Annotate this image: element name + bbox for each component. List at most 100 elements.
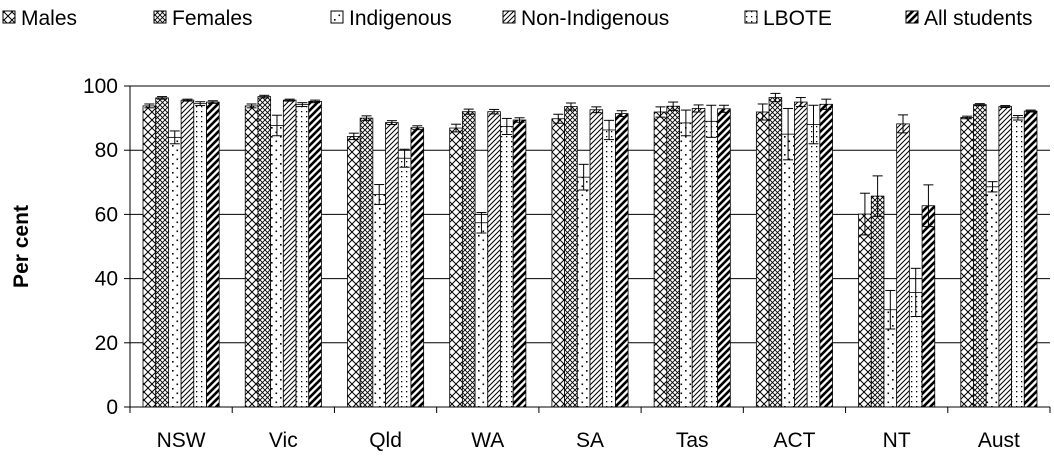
error-bar-females-act: [770, 92, 781, 103]
error-bar-females-tas: [668, 101, 679, 111]
bar-females-nsw: [155, 97, 169, 408]
bar-males-sa: [551, 118, 566, 408]
error-bar-males-nt: [859, 192, 870, 236]
error-bar-non-indigenous-nt: [898, 114, 909, 134]
bar-males-qld: [347, 135, 361, 408]
error-bar-non-indigenous-act: [795, 97, 806, 108]
bars: [142, 92, 1038, 408]
y-tick-label-0: 0: [106, 396, 118, 419]
error-bar-males-tas: [655, 106, 666, 118]
legend-item-males: Males: [2, 7, 77, 30]
error-bar-lbote-nsw: [195, 101, 206, 107]
error-bar-all-students-wa: [514, 117, 525, 123]
series-all-students: [206, 98, 1038, 408]
series-indigenous: [168, 107, 1000, 408]
category-label-qld: Qld: [369, 429, 402, 452]
bar-females-wa: [461, 111, 476, 408]
bar-males-wa: [449, 127, 463, 408]
category-label-wa: WA: [471, 429, 504, 452]
category-label-sa: SA: [576, 429, 604, 452]
error-bar-all-students-vic: [310, 99, 321, 104]
error-bar-females-nt: [872, 175, 883, 217]
error-bar-females-sa: [565, 102, 576, 111]
error-bar-all-students-nsw: [207, 100, 218, 104]
legend-swatch-males: [2, 10, 16, 24]
y-tick-label-100: 100: [83, 75, 118, 98]
bar-indigenous-aust: [985, 186, 1000, 408]
error-bar-non-indigenous-nsw: [182, 98, 193, 102]
bar-males-act: [755, 111, 770, 408]
error-bar-males-sa: [553, 113, 564, 124]
series-females: [155, 92, 987, 408]
y-tick-label-60: 60: [95, 203, 118, 226]
bar-lbote-nsw: [193, 103, 207, 408]
bar-all-students-nt: [921, 205, 936, 408]
error-bar-all-students-tas: [718, 104, 729, 113]
y-axis-title: Per cent: [10, 205, 33, 288]
bar-males-nt: [858, 213, 872, 408]
legend-label-females: Females: [172, 7, 253, 30]
error-bar-non-indigenous-tas: [693, 104, 704, 113]
bar-non-indigenous-nsw: [180, 99, 195, 408]
bar-all-students-wa: [512, 119, 527, 408]
legend-swatch-all-students: [905, 10, 919, 24]
bar-indigenous-tas: [679, 122, 693, 408]
bar-non-indigenous-wa: [487, 111, 501, 408]
error-bar-lbote-act: [808, 104, 819, 145]
error-bar-lbote-wa: [501, 117, 512, 135]
legend-item-all-students: All students: [905, 7, 1033, 30]
error-bar-males-aust: [962, 115, 973, 120]
error-bar-all-students-aust: [1025, 109, 1036, 113]
error-bar-indigenous-tas: [680, 109, 691, 137]
error-bar-males-act: [757, 103, 768, 121]
legend: Males Females Indigenous Non-Indigenous LBOT…: [2, 7, 1033, 30]
bar-all-students-act: [819, 103, 833, 408]
error-bar-non-indigenous-qld: [386, 120, 397, 126]
bar-females-sa: [564, 106, 578, 408]
legend-label-indigenous: Indigenous: [349, 7, 452, 30]
bar-females-aust: [973, 104, 987, 408]
legend-swatch-lbote: [744, 10, 758, 24]
y-tick-label-80: 80: [95, 139, 118, 162]
error-bar-indigenous-aust: [987, 181, 998, 193]
category-label-aust: Aust: [978, 429, 1020, 452]
bar-males-vic: [244, 105, 259, 408]
error-bar-all-students-qld: [412, 125, 423, 131]
error-bar-males-qld: [348, 132, 359, 141]
legend-swatch-females: [153, 10, 167, 24]
error-bar-non-indigenous-aust: [1000, 105, 1011, 109]
bar-indigenous-qld: [372, 194, 386, 408]
error-bar-indigenous-act: [783, 107, 794, 161]
bar-females-tas: [666, 105, 680, 408]
legend-label-all-students: All students: [924, 7, 1033, 30]
bar-females-nt: [870, 195, 885, 408]
legend-label-lbote: LBOTE: [763, 7, 832, 30]
bar-non-indigenous-nt: [896, 123, 910, 408]
series-non-indigenous: [180, 97, 1012, 408]
bar-lbote-tas: [704, 120, 719, 408]
bar-non-indigenous-tas: [691, 108, 706, 408]
category-label-nsw: NSW: [157, 429, 206, 452]
y-tick-label-40: 40: [95, 268, 118, 291]
error-bar-lbote-tas: [706, 104, 717, 138]
bar-indigenous-wa: [474, 222, 489, 408]
bar-indigenous-vic: [270, 125, 284, 408]
legend-item-indigenous: Indigenous: [330, 7, 452, 30]
bar-lbote-vic: [295, 104, 310, 408]
error-bar-lbote-aust: [1012, 115, 1023, 121]
error-bar-lbote-sa: [604, 119, 615, 141]
bar-all-students-sa: [615, 113, 629, 408]
error-bar-all-students-sa: [616, 110, 627, 117]
bar-non-indigenous-sa: [589, 109, 604, 408]
bar-lbote-act: [806, 124, 821, 408]
error-bar-non-indigenous-sa: [591, 106, 602, 114]
error-bar-non-indigenous-wa: [489, 108, 500, 115]
error-bar-females-vic: [259, 94, 270, 99]
bar-lbote-aust: [1011, 117, 1025, 408]
axis-labels: 0 20 40 60 80 100 NSW Vic Qld WA SA Tas ACT NT Aust Per…: [10, 75, 1020, 452]
bar-females-vic: [257, 96, 272, 408]
axes: [124, 85, 1051, 413]
error-bar-non-indigenous-vic: [284, 98, 295, 102]
